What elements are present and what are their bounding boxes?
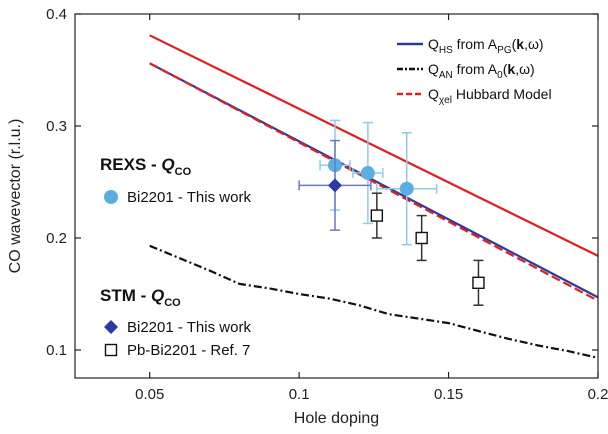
legend-label-main: Q [428,86,439,102]
group-title-main: REXS - [100,155,161,174]
series-line-2 [149,62,599,302]
legend-label-sub2: PG [497,45,512,56]
legend-label-paren: ( [512,36,517,52]
legend-label-sub: χel [439,95,452,106]
legend-label-bold: k [516,36,524,52]
point-g1-i0-p0 [328,178,343,193]
legend-label-0: QHS from APG(k,ω) [428,36,544,56]
x-tick-label-2: 0.15 [434,386,463,403]
group-1-label-0: Bi2201 - This work [127,319,251,336]
legend-label-paren: ( [503,61,508,77]
legend-label-sub: AN [439,70,453,81]
point-g1-i1-p2 [472,276,485,289]
group-0-marker-0 [104,190,118,204]
legend-label-tail: ,ω) [515,61,534,77]
y-tick-label-3: 0.4 [46,6,67,23]
point-g0-i0-p1 [360,166,375,181]
axes: 0.05 0.1 0.15 0.2 0.1 0.2 0.3 0.4 [46,6,608,403]
legend: QHS from APG(k,ω)QAN from A0(k,ω)Qχel Hu… [397,36,552,106]
point-g1-i1-p1 [415,231,428,245]
legend-label-main: Q [428,61,439,77]
x-tick-label-3: 0.2 [588,386,608,403]
y-tick-label-0: 0.1 [46,342,67,359]
series-line-3 [149,34,599,257]
y-tick-label-2: 0.3 [46,118,67,135]
group-1-marker-1 [104,343,118,357]
point-g0-i0-p2 [399,181,414,196]
legend-label-1: QAN from A0(k,ω) [428,61,535,81]
data-layer [149,34,599,359]
legend-label-bold: k [507,61,515,77]
legend-label-sub: HS [439,45,453,56]
group-title-sub: CO [175,166,192,178]
legend-label-sub2: 0 [497,70,503,81]
group-title-sub: CO [164,297,181,309]
plot-frame [74,13,599,379]
series-line-1 [149,244,599,359]
y-tick-label-1: 0.2 [46,230,67,247]
legend-label-rest: from A [453,61,498,77]
group-title-main: STM - [100,286,151,305]
legend-label-rest: from A [453,36,498,52]
legend-label-main: Q [428,36,439,52]
x-tick-label-0: 0.05 [135,386,164,403]
point-g1-i1-p0 [370,209,384,222]
x-tick-label-1: 0.1 [289,386,310,403]
group-title-q: Q [151,286,164,305]
group-1-marker-0 [104,320,118,334]
legend-label-rest: Hubbard Model [452,86,552,102]
group-title-1: STM - QCO [100,286,181,309]
group-1-label-1: Pb-Bi2201 - Ref. 7 [127,342,250,359]
x-axis-label: Hole doping [294,410,379,427]
group-title-q: Q [161,155,174,174]
y-axis-label: CO wavevector (r.l.u.) [7,119,24,274]
group-0-label-0: Bi2201 - This work [127,189,251,206]
legend-label-tail: ,ω) [524,36,543,52]
legend-label-2: Qχel Hubbard Model [428,86,552,106]
group-title-0: REXS - QCO [100,155,192,178]
